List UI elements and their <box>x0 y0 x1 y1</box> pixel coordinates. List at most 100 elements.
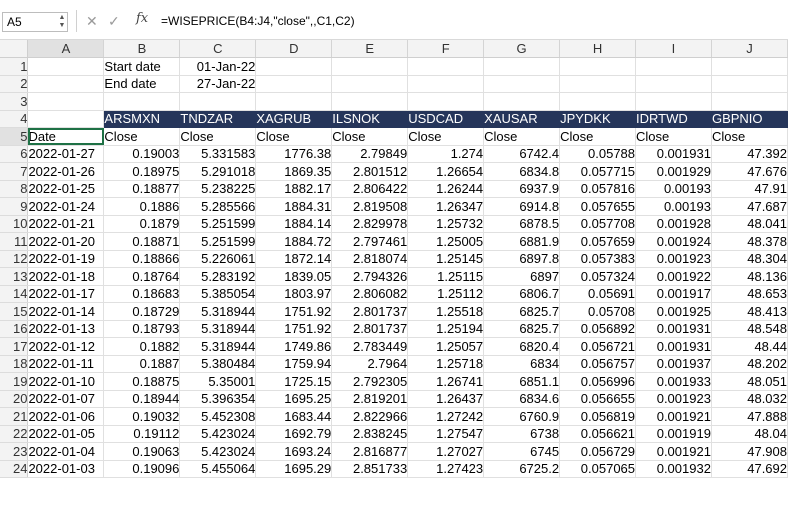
price-cell[interactable]: 2.801737 <box>331 320 409 338</box>
cell-empty[interactable] <box>331 75 409 93</box>
close-header-cell[interactable]: Close <box>711 127 788 146</box>
cell-empty[interactable] <box>559 75 637 93</box>
close-header-cell[interactable]: Close <box>331 127 409 146</box>
price-cell[interactable]: 5.318944 <box>179 302 257 321</box>
price-cell[interactable]: 0.001923 <box>635 390 712 408</box>
price-cell[interactable]: 0.001923 <box>635 250 712 268</box>
price-cell[interactable]: 6825.7 <box>483 302 561 321</box>
cell-empty[interactable] <box>255 75 333 93</box>
price-cell[interactable]: 6834.6 <box>483 390 561 408</box>
price-cell[interactable]: 6806.7 <box>483 285 561 303</box>
price-cell[interactable]: 1725.15 <box>255 372 333 391</box>
column-header-c[interactable]: C <box>179 40 257 58</box>
price-cell[interactable]: 0.18871 <box>103 232 181 251</box>
cell-empty[interactable] <box>635 75 712 93</box>
row-header[interactable]: 24 <box>0 460 29 478</box>
row-header[interactable]: 7 <box>0 162 29 181</box>
price-cell[interactable]: 6937.9 <box>483 180 561 198</box>
price-cell[interactable]: 48.04 <box>711 425 788 443</box>
price-cell[interactable]: 0.056655 <box>559 390 637 408</box>
date-cell[interactable]: 2022-01-18 <box>27 267 105 286</box>
price-cell[interactable]: 2.829978 <box>331 215 409 233</box>
price-cell[interactable]: 1.27547 <box>407 425 485 443</box>
price-cell[interactable]: 48.653 <box>711 285 788 303</box>
price-cell[interactable]: 0.1886 <box>103 197 181 216</box>
price-cell[interactable]: 48.304 <box>711 250 788 268</box>
price-cell[interactable]: 2.818074 <box>331 250 409 268</box>
price-cell[interactable]: 1.25115 <box>407 267 485 286</box>
price-cell[interactable]: 47.692 <box>711 460 788 478</box>
price-cell[interactable]: 0.1879 <box>103 215 181 233</box>
price-cell[interactable]: 5.35001 <box>179 372 257 391</box>
cell-empty[interactable] <box>179 92 257 111</box>
price-cell[interactable]: 0.001928 <box>635 215 712 233</box>
price-cell[interactable]: 2.822966 <box>331 407 409 426</box>
price-cell[interactable]: 1776.38 <box>255 145 333 163</box>
date-cell[interactable]: 2022-01-27 <box>27 145 105 163</box>
date-cell[interactable]: 2022-01-21 <box>27 215 105 233</box>
price-cell[interactable]: 2.801512 <box>331 162 409 181</box>
name-box[interactable]: A5 <box>2 12 68 32</box>
date-cell[interactable]: 2022-01-03 <box>27 460 105 478</box>
price-cell[interactable]: 0.056621 <box>559 425 637 443</box>
price-cell[interactable]: 2.792305 <box>331 372 409 391</box>
row-header[interactable]: 3 <box>0 92 29 111</box>
row-header[interactable]: 21 <box>0 407 29 426</box>
row-header[interactable]: 14 <box>0 285 29 303</box>
formula-input[interactable]: =WISEPRICE(B4:J4,"close",,C1,C2) <box>161 14 355 28</box>
row-header[interactable]: 8 <box>0 180 29 198</box>
price-cell[interactable]: 0.001931 <box>635 337 712 356</box>
price-cell[interactable]: 1839.05 <box>255 267 333 286</box>
price-cell[interactable]: 0.001931 <box>635 145 712 163</box>
price-cell[interactable]: 1.25194 <box>407 320 485 338</box>
price-cell[interactable]: 5.455064 <box>179 460 257 478</box>
date-cell[interactable]: 2022-01-07 <box>27 390 105 408</box>
price-cell[interactable]: 0.001921 <box>635 407 712 426</box>
price-cell[interactable]: 47.687 <box>711 197 788 216</box>
price-cell[interactable]: 0.056729 <box>559 442 637 461</box>
price-cell[interactable]: 0.19032 <box>103 407 181 426</box>
price-cell[interactable]: 0.00193 <box>635 197 712 216</box>
insert-function-icon[interactable]: fx <box>136 11 149 26</box>
price-cell[interactable]: 0.001921 <box>635 442 712 461</box>
price-cell[interactable]: 1.25718 <box>407 355 485 373</box>
ticker-header-cell[interactable]: JPYDKK <box>559 110 637 128</box>
price-cell[interactable]: 0.001917 <box>635 285 712 303</box>
price-cell[interactable]: 1.27423 <box>407 460 485 478</box>
price-cell[interactable]: 0.057715 <box>559 162 637 181</box>
price-cell[interactable]: 0.18793 <box>103 320 181 338</box>
price-cell[interactable]: 48.202 <box>711 355 788 373</box>
price-cell[interactable]: 1.25112 <box>407 285 485 303</box>
price-cell[interactable]: 1692.79 <box>255 425 333 443</box>
price-cell[interactable]: 0.05691 <box>559 285 637 303</box>
date-cell[interactable]: 2022-01-25 <box>27 180 105 198</box>
price-cell[interactable]: 0.001924 <box>635 232 712 251</box>
price-cell[interactable]: 6914.8 <box>483 197 561 216</box>
price-cell[interactable]: 0.001929 <box>635 162 712 181</box>
ticker-header-cell[interactable]: GBPNIO <box>711 110 788 128</box>
price-cell[interactable]: 47.91 <box>711 180 788 198</box>
name-box-stepper-icon[interactable]: ▲ ▼ <box>58 14 66 29</box>
cell-empty[interactable] <box>711 92 788 111</box>
row-header[interactable]: 9 <box>0 197 29 216</box>
price-cell[interactable]: 0.056757 <box>559 355 637 373</box>
price-cell[interactable]: 2.851733 <box>331 460 409 478</box>
price-cell[interactable]: 0.19096 <box>103 460 181 478</box>
price-cell[interactable]: 0.18877 <box>103 180 181 198</box>
cell-empty[interactable] <box>27 92 105 111</box>
close-header-cell[interactable]: Close <box>559 127 637 146</box>
price-cell[interactable]: 5.283192 <box>179 267 257 286</box>
price-cell[interactable]: 0.001925 <box>635 302 712 321</box>
price-cell[interactable]: 1.25005 <box>407 232 485 251</box>
price-cell[interactable]: 0.18729 <box>103 302 181 321</box>
price-cell[interactable]: 1695.29 <box>255 460 333 478</box>
price-cell[interactable]: 0.057324 <box>559 267 637 286</box>
price-cell[interactable]: 6738 <box>483 425 561 443</box>
column-header-b[interactable]: B <box>103 40 181 58</box>
price-cell[interactable]: 0.18764 <box>103 267 181 286</box>
price-cell[interactable]: 2.806082 <box>331 285 409 303</box>
price-cell[interactable]: 5.251599 <box>179 215 257 233</box>
row-header[interactable]: 15 <box>0 302 29 321</box>
price-cell[interactable]: 48.136 <box>711 267 788 286</box>
date-cell[interactable]: 2022-01-12 <box>27 337 105 356</box>
